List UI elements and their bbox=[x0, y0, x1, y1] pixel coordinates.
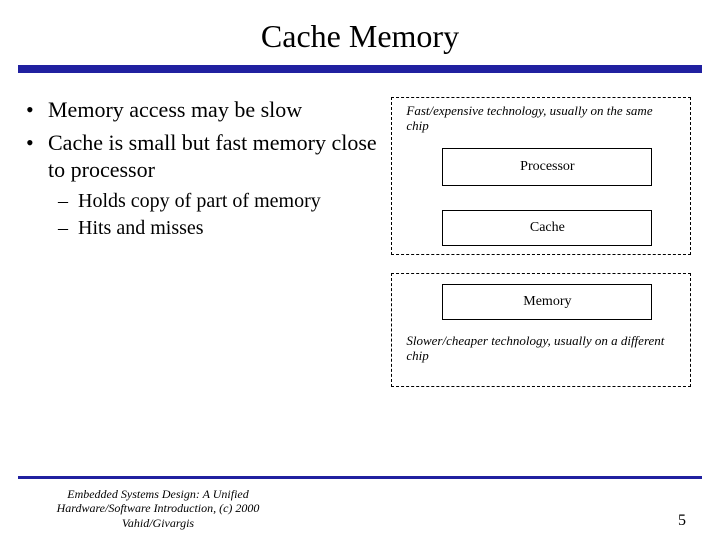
bullet-item: Memory access may be slow bbox=[26, 97, 377, 124]
bullet-column: Memory access may be slow Cache is small… bbox=[18, 97, 387, 417]
fast-tech-group: Fast/expensive technology, usually on th… bbox=[391, 97, 691, 255]
sub-bullet-item: Hits and misses bbox=[58, 216, 377, 240]
content-area: Memory access may be slow Cache is small… bbox=[0, 73, 720, 417]
sub-bullet-item: Holds copy of part of memory bbox=[58, 189, 377, 213]
processor-label: Processor bbox=[520, 159, 574, 175]
slide-title: Cache Memory bbox=[0, 0, 720, 65]
memory-label: Memory bbox=[523, 294, 571, 310]
footer-citation: Embedded Systems Design: A Unified Hardw… bbox=[28, 487, 288, 530]
sub-bullet-list: Holds copy of part of memory Hits and mi… bbox=[18, 189, 377, 240]
slow-tech-group: Memory Slower/cheaper technology, usuall… bbox=[391, 273, 691, 387]
fast-tech-caption: Fast/expensive technology, usually on th… bbox=[398, 100, 678, 138]
cache-box: Cache bbox=[442, 210, 652, 246]
slide: Cache Memory Memory access may be slow C… bbox=[0, 0, 720, 540]
processor-box: Processor bbox=[442, 148, 652, 186]
diagram-column: Fast/expensive technology, usually on th… bbox=[387, 97, 702, 417]
footer-row: Embedded Systems Design: A Unified Hardw… bbox=[0, 487, 720, 530]
title-rule bbox=[18, 65, 702, 73]
slow-tech-caption: Slower/cheaper technology, usually on a … bbox=[398, 330, 678, 368]
bullet-list: Memory access may be slow Cache is small… bbox=[18, 97, 377, 183]
cache-label: Cache bbox=[530, 220, 565, 236]
footer-rule bbox=[18, 476, 702, 479]
bullet-item: Cache is small but fast memory close to … bbox=[26, 130, 377, 184]
footer: Embedded Systems Design: A Unified Hardw… bbox=[0, 476, 720, 530]
page-number: 5 bbox=[678, 512, 692, 530]
memory-box: Memory bbox=[442, 284, 652, 320]
